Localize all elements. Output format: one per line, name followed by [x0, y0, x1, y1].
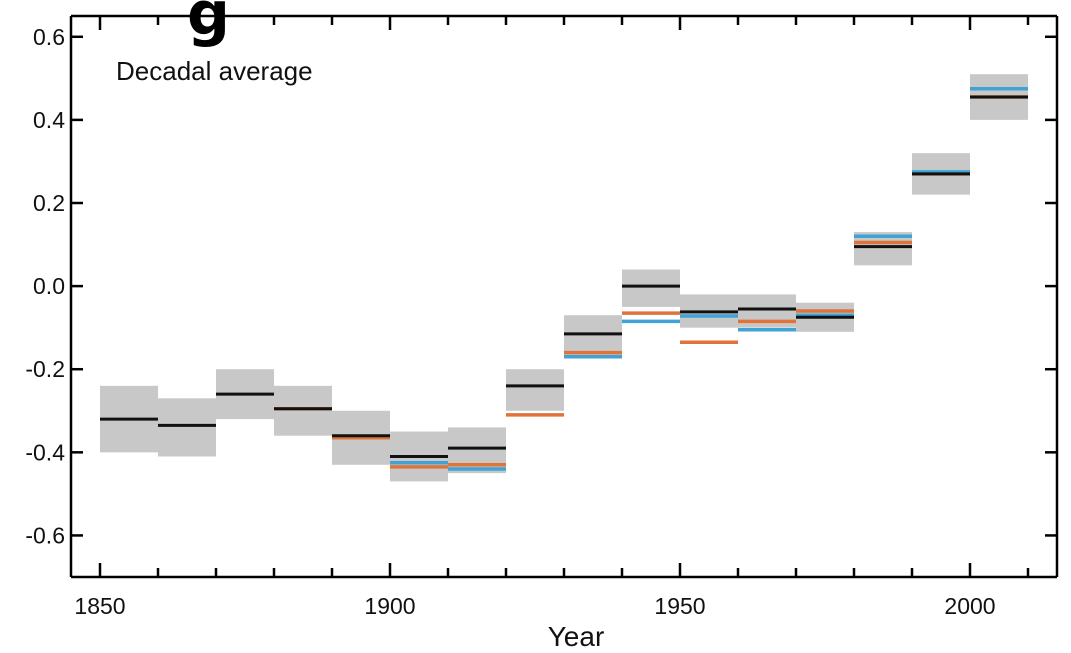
band-1920	[506, 369, 564, 411]
y-tick-label-6: 0.6	[33, 24, 65, 50]
y-tick-label-4: 0.2	[33, 190, 65, 216]
band-1880	[274, 385, 332, 436]
x-tick-label-3: 2000	[944, 593, 995, 619]
series-lines	[100, 86, 1028, 471]
x-tick-label-2: 1950	[654, 593, 705, 619]
plot-axes	[69, 14, 1059, 579]
y-tick-label-1: -0.4	[25, 439, 65, 465]
y-tick-label-0: -0.6	[25, 522, 65, 548]
band-1940	[622, 269, 680, 307]
y-tick-label-2: -0.2	[25, 356, 65, 382]
y-tick-label-5: 0.4	[33, 107, 65, 133]
clipped-heading-glyph: g	[187, 0, 230, 49]
y-tick-label-3: 0.0	[33, 273, 65, 299]
band-1860	[158, 398, 216, 457]
tick-labels: -0.6 -0.4 -0.2 0.0 0.2 0.4 0.6 1850 1900 1950 2000	[25, 24, 995, 619]
decadal-average-label: Decadal average	[116, 56, 313, 86]
band-1930	[564, 315, 622, 357]
x-tick-label-0: 1850	[74, 593, 125, 619]
x-axis-title: Year	[548, 621, 605, 652]
x-tick-label-1: 1900	[364, 593, 415, 619]
uncertainty-bands	[100, 74, 1028, 482]
